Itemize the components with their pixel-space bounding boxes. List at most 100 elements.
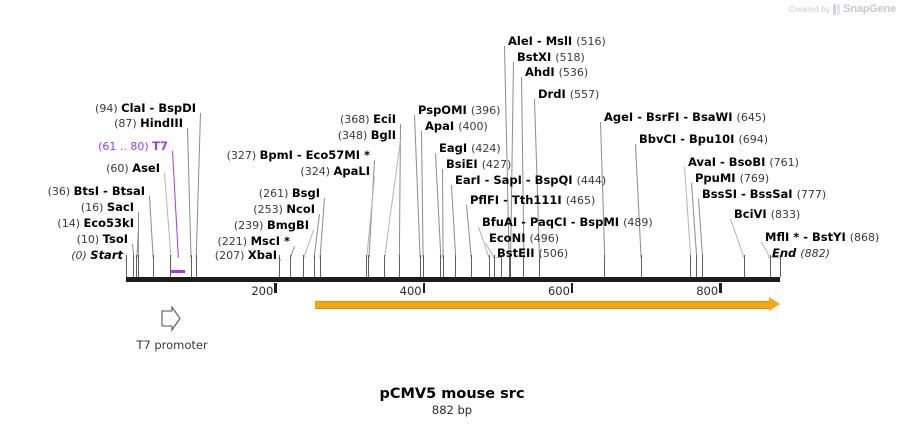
leader-line [172, 150, 180, 258]
leader-line [466, 204, 472, 258]
restriction-site-label[interactable]: (61 .. 80) T7 [98, 140, 168, 154]
restriction-site-label[interactable]: AleI - MslI (516) [508, 35, 606, 49]
restriction-site-label[interactable]: AvaI - BsoBI (761) [688, 156, 799, 170]
enzyme-names: AhdI [525, 65, 559, 79]
restriction-site-label[interactable]: BstEII (506) [497, 247, 568, 261]
site-tick [440, 255, 442, 277]
restriction-site-label[interactable]: (16) SacI [81, 201, 134, 215]
enzyme-names: ClaI - BspDI [121, 101, 196, 115]
site-tick [501, 255, 503, 277]
restriction-site-label[interactable]: AgeI - BsrFI - BsaWI (645) [604, 111, 766, 125]
watermark-prefix: Created by [789, 4, 831, 14]
site-tick [422, 255, 424, 277]
site-position: (424) [471, 142, 501, 155]
restriction-site-label[interactable]: PflFI - Tth111I (465) [470, 193, 595, 208]
leader-line [698, 198, 704, 258]
site-position: (868) [849, 231, 880, 244]
site-tick [366, 255, 368, 277]
leader-line [303, 230, 314, 259]
restriction-site-label[interactable]: (239) BmgBI [234, 219, 309, 233]
restriction-site-label[interactable]: MflI * - BstYI (868) [765, 231, 880, 245]
enzyme-names: TsoI [102, 232, 128, 246]
leader-line [414, 114, 421, 258]
restriction-site-label[interactable]: (327) BpmI - Eco57MI * [227, 149, 370, 163]
site-position: (536) [558, 66, 589, 79]
site-position: (489) [623, 216, 653, 229]
promoter-arrow-icon [158, 305, 184, 336]
site-tick [702, 255, 704, 277]
restriction-site-label[interactable]: (348) BglI [338, 129, 396, 143]
enzyme-names: Eco53kI [83, 216, 134, 230]
leader-line [435, 152, 442, 258]
site-tick [508, 255, 510, 277]
cds-arrow-head [768, 297, 780, 311]
enzyme-names: PflFI - Tth111I [470, 193, 566, 207]
enzyme-names: EciI [373, 112, 396, 126]
restriction-site-label[interactable]: (10) TsoI [77, 232, 128, 247]
site-position: (87) [114, 117, 141, 130]
site-tick [539, 255, 540, 277]
site-position: (324) [300, 165, 334, 178]
site-tick [442, 255, 444, 277]
cds-arrow-body[interactable] [315, 301, 770, 309]
restriction-site-label[interactable]: (207) XbaI [214, 249, 277, 263]
site-position: (396) [470, 104, 501, 117]
restriction-site-label[interactable]: AhdI (536) [525, 65, 589, 80]
restriction-site-label[interactable]: (14) Eco53kI [57, 216, 134, 231]
restriction-site-label[interactable]: BfuAI - PaqCI - BspMI (489) [482, 216, 653, 230]
restriction-site-label[interactable]: End (882) [772, 247, 830, 261]
site-tick [510, 255, 512, 277]
restriction-site-label[interactable]: BssSI - BssSaI (777) [702, 188, 826, 202]
site-tick [398, 255, 400, 277]
site-tick [368, 255, 370, 277]
restriction-site-label[interactable]: (221) MscI * [218, 235, 290, 249]
restriction-site-label[interactable]: BsiEI (427) [446, 158, 511, 172]
restriction-site-label[interactable]: (36) BtsI - BtsaI [47, 185, 145, 199]
site-position: (60) [106, 162, 133, 175]
t7-promoter-bar[interactable] [171, 270, 186, 273]
leader-line [684, 166, 692, 258]
site-tick [455, 255, 457, 277]
enzyme-names: Start [90, 248, 123, 262]
restriction-site-label[interactable]: EarI - SapI - BspQI (444) [455, 174, 606, 188]
restriction-site-label[interactable]: PpuMI (769) [695, 172, 769, 186]
site-tick [419, 255, 421, 277]
restriction-site-label[interactable]: BstXI (518) [517, 51, 585, 65]
restriction-site-label[interactable]: (261) BsgI [258, 186, 320, 201]
restriction-site-label[interactable]: BciVI (833) [734, 208, 800, 222]
site-position: (207) [214, 249, 248, 262]
enzyme-names: BsgI [291, 186, 320, 200]
ruler-label: 200 [251, 284, 274, 298]
site-tick [640, 255, 642, 277]
site-position: (518) [555, 51, 585, 64]
site-position: (36) [47, 185, 74, 198]
restriction-site-label[interactable]: (94) ClaI - BspDI [95, 101, 196, 116]
restriction-site-label[interactable]: ApaI (400) [425, 120, 488, 134]
restriction-site-label[interactable]: (324) ApaLI [300, 165, 370, 179]
ruler-label: 800 [696, 284, 719, 298]
site-tick [769, 255, 771, 277]
leader-line [442, 168, 444, 258]
restriction-site-label[interactable]: EcoNI (496) [489, 231, 559, 246]
restriction-site-label[interactable]: (87) HindIII [114, 117, 183, 131]
snapgene-watermark: Created by SnapGene [789, 3, 896, 15]
site-position: (694) [738, 133, 769, 146]
restriction-site-label[interactable]: DrdI (557) [538, 88, 599, 102]
site-position: (261) [258, 187, 292, 200]
site-tick [136, 255, 138, 277]
leader-line [319, 198, 325, 259]
restriction-site-label[interactable]: (253) NcoI [253, 203, 315, 217]
t7-promoter-caption: T7 promoter [136, 338, 208, 352]
site-tick [780, 255, 781, 277]
site-position: (882) [800, 247, 830, 260]
site-position: (0) [71, 249, 91, 262]
restriction-site-label[interactable]: (60) AseI [106, 162, 160, 176]
site-tick [690, 255, 692, 277]
restriction-site-label[interactable]: PspOMI (396) [418, 104, 501, 118]
restriction-site-label[interactable]: BbvCI - Bpu10I (694) [639, 133, 769, 147]
restriction-site-label[interactable]: (368) EciI [340, 112, 396, 127]
ruler-tick [274, 283, 277, 293]
restriction-site-label[interactable]: (0) Start [71, 248, 123, 263]
enzyme-names: EcoNI [489, 231, 530, 245]
restriction-site-label[interactable]: EagI (424) [439, 142, 501, 156]
